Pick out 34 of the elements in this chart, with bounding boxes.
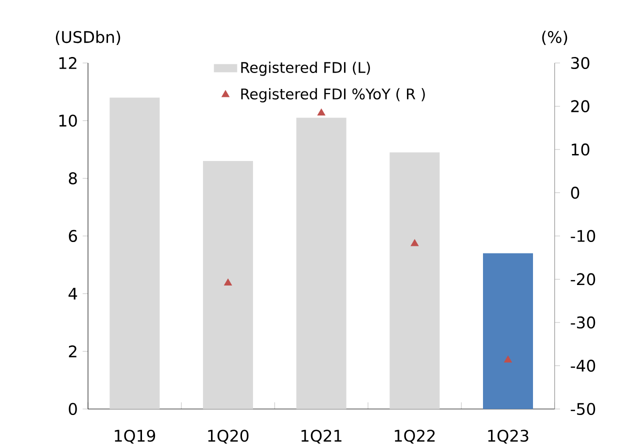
y-axis-title: (USDbn) bbox=[56, 30, 120, 45]
x-tick-label: 1Q22 bbox=[394, 430, 435, 444]
y2-tick-label: -30 bbox=[570, 316, 596, 329]
y2-tick-label: 0 bbox=[571, 186, 580, 199]
bar bbox=[296, 118, 346, 409]
bar bbox=[482, 253, 533, 409]
bar bbox=[390, 152, 440, 409]
point bbox=[224, 278, 232, 286]
x-tick-label: 1Q23 bbox=[488, 430, 528, 444]
y2-tick-label: -10 bbox=[570, 230, 596, 242]
y-tick-label: 12 bbox=[59, 57, 76, 69]
y-tick-label: 2 bbox=[68, 345, 76, 358]
y-tick-label: 4 bbox=[68, 288, 78, 300]
y2-tick-label: -40 bbox=[570, 360, 596, 372]
y-tick-label: 10 bbox=[59, 114, 77, 127]
y-tick-label: 8 bbox=[68, 172, 77, 184]
x-tick-label: 1Q21 bbox=[302, 430, 342, 444]
legend-label: Registered FDI %YoY ( R ) bbox=[241, 88, 425, 102]
y-tick-label: 6 bbox=[68, 230, 77, 242]
y2-tick-label: -20 bbox=[570, 273, 596, 286]
bar bbox=[203, 161, 253, 409]
y2-tick-label: 20 bbox=[571, 100, 590, 112]
y2-tick-label: -50 bbox=[570, 402, 596, 416]
y-tick-label: 0 bbox=[68, 402, 77, 416]
point bbox=[504, 356, 512, 363]
bar bbox=[110, 98, 160, 409]
y2-tick-label: 30 bbox=[571, 56, 590, 70]
x-tick-label: 1Q20 bbox=[208, 430, 248, 444]
y2-axis-title: (%) bbox=[542, 30, 568, 45]
point bbox=[410, 239, 419, 246]
y2-tick-label: 10 bbox=[572, 143, 590, 156]
x-tick-label: 1Q19 bbox=[114, 430, 156, 444]
legend-label: Registered FDI (L) bbox=[241, 62, 370, 76]
point bbox=[317, 108, 326, 116]
